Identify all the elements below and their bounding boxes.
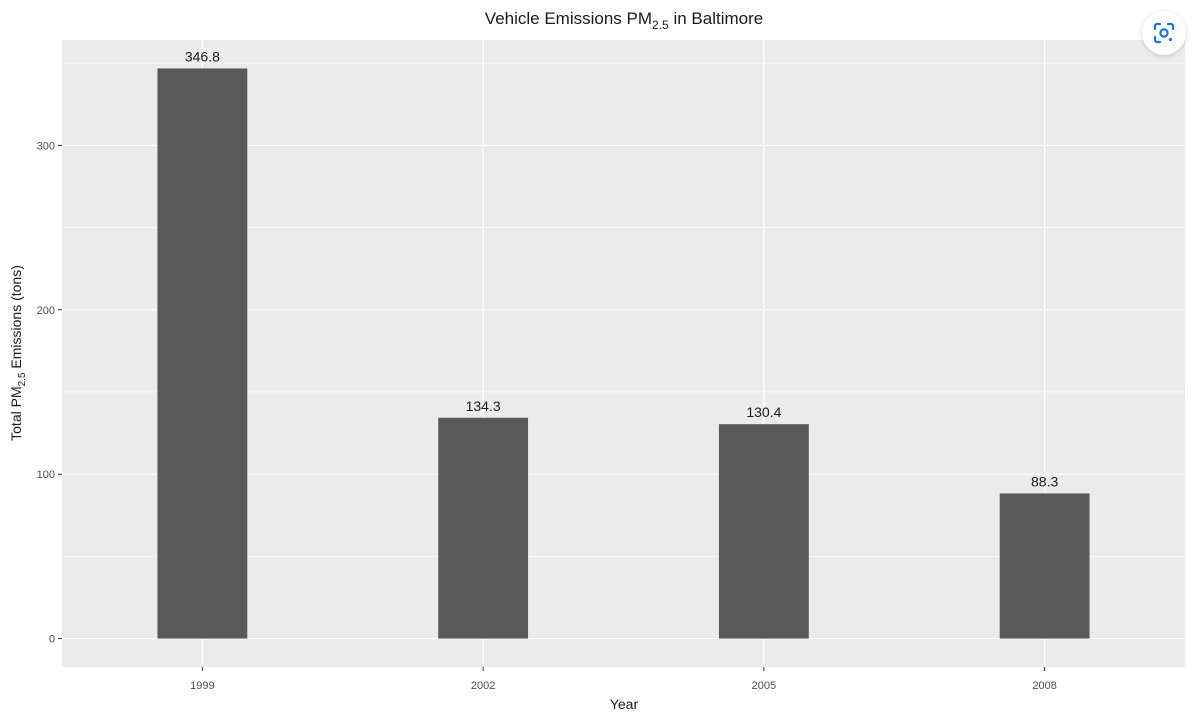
bar-2008 (999, 493, 1090, 639)
chart-title: Vehicle Emissions PM2.5 in Baltimore (485, 9, 763, 32)
google-lens-button[interactable] (1142, 11, 1186, 55)
x-tick-label: 1999 (190, 680, 214, 692)
y-tick-label: 200 (37, 305, 55, 317)
bar-value-label: 130.4 (746, 404, 781, 420)
x-tick-label: 2008 (1032, 680, 1056, 692)
bar-value-label: 134.3 (466, 398, 501, 414)
bar-2005 (718, 424, 809, 639)
bar-1999 (157, 68, 248, 639)
bar-value-label: 346.8 (185, 48, 220, 64)
minor-gridlines (62, 62, 1185, 557)
bar-value-label: 88.3 (1031, 473, 1058, 489)
y-tick-label: 0 (49, 634, 55, 646)
x-axis-title: Year (610, 696, 639, 712)
x-axis: 1999 2002 2005 2008 (190, 667, 1057, 692)
y-tick-label: 100 (37, 469, 55, 481)
x-tick-label: 2005 (752, 680, 776, 692)
google-lens-icon (1153, 22, 1175, 44)
bars (157, 68, 1090, 639)
bar-value-labels: 346.8 134.3 130.4 88.3 (185, 48, 1059, 489)
x-tick-label: 2002 (471, 680, 495, 692)
y-tick-label: 300 (37, 140, 55, 152)
y-axis-title: Total PM2.5 Emissions (tons) (8, 265, 28, 441)
y-axis: 0 100 200 300 (37, 140, 62, 646)
bar-2002 (438, 417, 529, 639)
plot-panel (62, 40, 1185, 667)
